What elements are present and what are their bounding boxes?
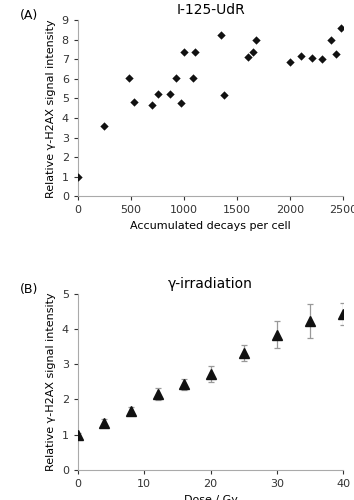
Point: [222, 90, 227, 98]
X-axis label: Dose / Gy: Dose / Gy: [184, 494, 238, 500]
Title: γ-irradiation: γ-irradiation: [168, 277, 253, 291]
Point: [192, 48, 198, 56]
Y-axis label: Relative γ-H2AX signal intensity: Relative γ-H2AX signal intensity: [46, 292, 56, 471]
Point: [181, 48, 187, 56]
Point: [173, 74, 178, 82]
Point: [218, 30, 224, 38]
Point: [333, 50, 339, 58]
Point: [250, 48, 256, 56]
Point: [75, 173, 81, 181]
Point: [338, 24, 344, 32]
Point: [167, 90, 173, 98]
Point: [245, 54, 251, 62]
Point: [155, 90, 160, 98]
Point: [298, 52, 304, 60]
Point: [178, 100, 184, 108]
Y-axis label: Relative γ-H2AX signal intensity: Relative γ-H2AX signal intensity: [46, 19, 56, 198]
Point: [253, 36, 259, 44]
Point: [149, 102, 155, 110]
Point: [309, 54, 314, 62]
Point: [102, 122, 107, 130]
Text: (A): (A): [19, 10, 38, 22]
Point: [126, 74, 132, 82]
Text: (B): (B): [19, 283, 38, 296]
Point: [287, 58, 293, 66]
X-axis label: Accumulated decays per cell: Accumulated decays per cell: [130, 221, 291, 231]
Point: [131, 98, 137, 106]
Point: [328, 36, 333, 44]
Title: I-125-UdR: I-125-UdR: [176, 4, 245, 18]
Point: [319, 55, 325, 63]
Point: [190, 74, 195, 82]
